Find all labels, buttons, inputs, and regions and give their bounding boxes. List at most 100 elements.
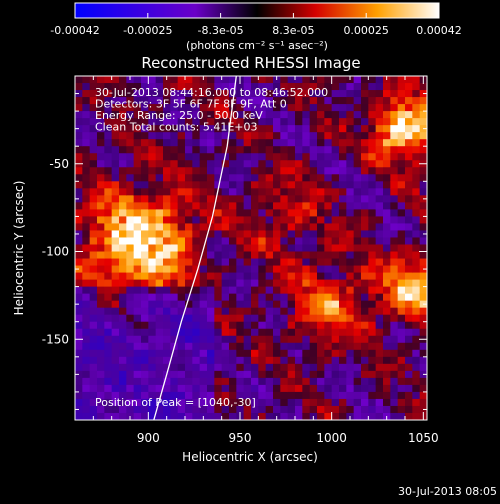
heatmap-cell [141,195,149,203]
heatmap-cell [280,328,289,337]
heatmap-cell [236,153,245,161]
heatmap-cell [339,405,347,414]
heatmap-cell [119,335,127,344]
heatmap-cell [119,237,127,246]
heatmap-cell [368,391,377,400]
heatmap-cell [287,104,296,112]
heatmap-cell [170,321,179,330]
heatmap-cell [317,216,325,225]
heatmap-cell [199,90,208,98]
heatmap-cell [331,279,340,288]
heatmap-cell [368,167,377,175]
heatmap-cell [170,377,179,386]
heatmap-cell [163,230,171,239]
heatmap-cell [111,356,120,365]
heatmap-cell [82,209,91,218]
heatmap-cell [155,111,164,119]
heatmap-cell [82,293,91,302]
heatmap-cell [383,132,391,140]
heatmap-cell [207,293,215,302]
heatmap-cell [163,307,171,316]
heatmap-cell [119,195,127,203]
heatmap-cell [89,328,98,337]
heatmap-cell [302,209,311,218]
heatmap-cell [97,265,105,274]
heatmap-cell [221,104,230,112]
heatmap-cell [207,90,215,98]
heatmap-cell [111,314,120,323]
heatmap-cell [273,272,281,281]
heatmap-cell [89,216,98,225]
heatmap-cell [192,216,201,225]
heatmap-cell [141,258,149,267]
heatmap-cell [368,279,377,288]
heatmap-cell [309,167,318,175]
heatmap-cell [265,279,274,288]
heatmap-cell [75,223,83,232]
heatmap-cell [185,286,193,295]
heatmap-cell [229,412,237,420]
heatmap-cell [368,286,377,295]
heatmap-cell [405,384,413,393]
heatmap-cell [375,314,384,323]
heatmap-cell [368,104,377,112]
heatmap-cell [75,342,83,351]
heatmap-cell [368,265,377,274]
heatmap-cell [368,412,377,420]
heatmap-cell [119,307,127,316]
heatmap-cell [133,307,142,316]
heatmap-cell [97,125,105,133]
heatmap-cell [111,237,120,246]
heatmap-cell [324,139,333,147]
heatmap-cell [302,146,311,154]
heatmap-cell [302,223,311,232]
heatmap-cell [89,195,98,203]
heatmap-cell [331,300,340,309]
heatmap-cell [390,209,399,218]
heatmap-cell [383,202,391,210]
heatmap-cell [141,244,149,253]
heatmap-cell [309,195,318,203]
heatmap-cell [75,293,83,302]
heatmap-cell [287,398,296,407]
heatmap-cell [192,384,201,393]
heatmap-cell [353,314,362,323]
heatmap-cell [383,181,391,189]
heatmap-cell [163,216,171,225]
heatmap-cell [265,209,274,218]
heatmap-cell [324,167,333,175]
heatmap-cell [258,363,267,372]
heatmap-cell [97,328,105,337]
heatmap-cell [243,160,252,168]
heatmap-cell [126,398,135,407]
heatmap-cell [148,314,157,323]
heatmap-cell [243,139,252,147]
heatmap-cell [361,83,369,91]
heatmap-cell [331,97,340,105]
heatmap-cell [302,167,311,175]
heatmap-cell [170,76,179,84]
heatmap-cell [199,377,208,386]
heatmap-cell [302,321,311,330]
heatmap-cell [148,293,157,302]
heatmap-cell [133,384,142,393]
heatmap-cell [412,258,421,267]
heatmap-cell [317,76,325,84]
heatmap-cell [273,209,281,218]
heatmap-cell [236,307,245,316]
heatmap-cell [126,349,135,358]
heatmap-cell [331,363,340,372]
heatmap-cell [177,230,186,239]
heatmap-cell [346,321,355,330]
heatmap-cell [287,174,296,182]
heatmap-cell [163,160,171,168]
heatmap-cell [353,146,362,154]
heatmap-cell [97,118,105,126]
heatmap-cell [177,244,186,253]
heatmap-cell [280,265,289,274]
heatmap-cell [170,216,179,225]
heatmap-cell [177,216,186,225]
heatmap-cell [97,279,105,288]
heatmap-cell [317,90,325,98]
heatmap-cell [82,153,91,161]
